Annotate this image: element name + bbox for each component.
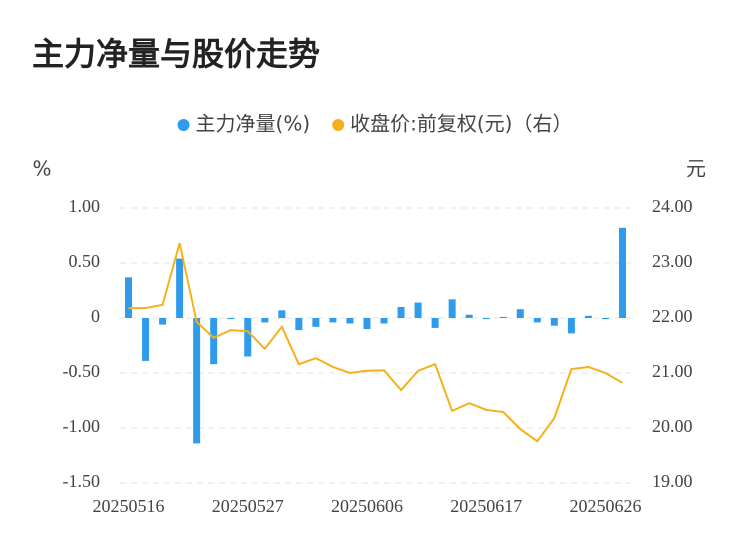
y-tick-label: -1.00 — [63, 416, 101, 436]
bar — [125, 277, 133, 318]
legend-marker — [332, 119, 345, 131]
bar — [176, 258, 184, 318]
y2-axis-label: 元 — [686, 157, 706, 181]
price-line — [128, 242, 623, 443]
y2-tick-label: 20.00 — [652, 416, 693, 436]
legend-label: 主力净量(%) — [196, 112, 311, 136]
bar — [601, 318, 609, 320]
bar — [567, 318, 575, 334]
bar — [397, 307, 405, 318]
bar — [295, 318, 303, 331]
x-tick-label: 20250617 — [450, 496, 522, 516]
x-tick-label: 20250516 — [93, 496, 165, 516]
bar — [550, 318, 558, 326]
bar — [210, 318, 218, 365]
y2-tick-label: 23.00 — [652, 251, 693, 271]
y2-tick-label: 19.00 — [652, 471, 693, 491]
y-axis-label: % — [32, 157, 51, 181]
bar — [312, 318, 320, 327]
bar — [584, 315, 592, 318]
legend-label: 收盘价:前复权(元)（右） — [350, 112, 572, 136]
bar — [465, 314, 473, 318]
legend-marker — [177, 119, 190, 131]
bar — [346, 318, 354, 324]
y2-tick-label: 24.00 — [652, 196, 693, 216]
bar — [363, 318, 371, 329]
bar — [431, 318, 439, 328]
x-tick-label: 20250527 — [212, 496, 284, 516]
bar — [380, 318, 388, 324]
bar — [618, 227, 626, 318]
y-tick-label: 1.00 — [69, 196, 101, 216]
y-tick-label: 0 — [91, 306, 100, 326]
bar — [193, 318, 201, 444]
x-tick-label: 20250606 — [331, 496, 403, 516]
x-tick-label: 20250626 — [569, 496, 641, 516]
bar — [482, 318, 490, 320]
bar — [329, 318, 337, 323]
bar — [244, 318, 252, 357]
bar — [278, 310, 286, 318]
y-tick-label: -1.50 — [63, 471, 101, 491]
y-tick-label: -0.50 — [63, 361, 101, 381]
bar — [414, 302, 422, 318]
bar — [448, 299, 456, 318]
bar — [533, 318, 541, 323]
chart-title: 主力净量与股价走势 — [32, 35, 320, 73]
y2-tick-label: 21.00 — [652, 361, 693, 381]
bar — [516, 309, 524, 318]
y-tick-label: 0.50 — [69, 251, 101, 271]
bar — [499, 316, 507, 318]
bar — [142, 318, 150, 361]
y2-tick-label: 22.00 — [652, 306, 693, 326]
bar — [159, 318, 167, 325]
bar — [261, 318, 269, 323]
legend: 主力净量(%) 收盘价:前复权(元)（右） — [177, 112, 572, 136]
bar — [227, 318, 235, 320]
